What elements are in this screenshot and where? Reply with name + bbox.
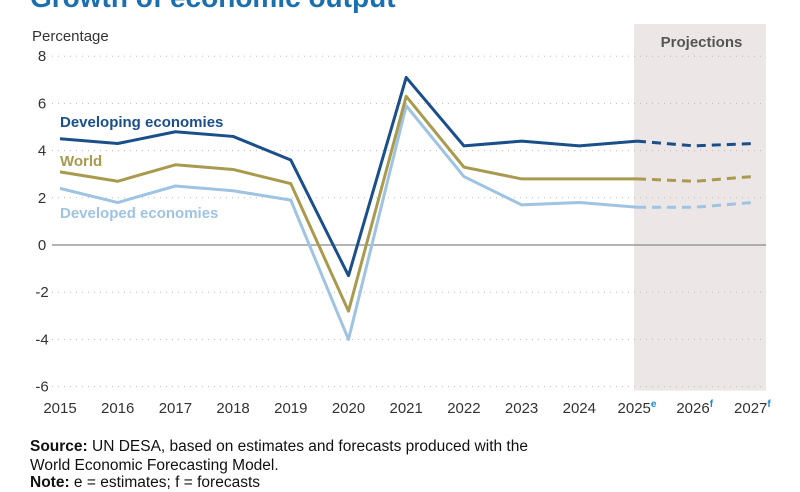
x-tick-label: 2026f — [676, 399, 713, 417]
y-tick-label: 8 — [38, 48, 46, 65]
source-label: Source: — [30, 438, 88, 455]
source-text: UN DESA, based on estimates and forecast… — [88, 438, 528, 455]
y-tick-label: 6 — [38, 95, 46, 112]
x-tick-label: 2017 — [159, 400, 192, 417]
x-tick-superscript: f — [710, 399, 714, 410]
x-tick-label: 2022 — [447, 400, 480, 417]
legend-label: Developed economies — [60, 205, 218, 222]
note-text: e = estimates; f = forecasts — [70, 474, 260, 491]
x-tick-label: 2016 — [101, 400, 134, 417]
legend-label: World — [60, 153, 102, 170]
x-tick-label: 2018 — [216, 400, 249, 417]
series-line — [60, 106, 637, 340]
y-tick-label: 2 — [38, 190, 46, 207]
x-tick-label: 2023 — [505, 400, 538, 417]
y-axis-label: Percentage — [32, 28, 109, 45]
y-tick-label: -4 — [35, 331, 48, 348]
x-tick-superscript: f — [767, 399, 771, 410]
source-text-2: World Economic Forecasting Model. — [30, 457, 279, 474]
line-chart: Projections Percentage 8 6 4 2 0 -2 -4 -6 2015 2016… — [0, 0, 800, 430]
note: Note: e = estimates; f = forecasts — [30, 473, 260, 492]
x-tick-label: 2019 — [274, 400, 307, 417]
y-tick-label: 0 — [38, 237, 46, 254]
series-line — [60, 77, 637, 275]
source-note: Source: UN DESA, based on estimates and … — [30, 437, 528, 475]
x-tick-label: 2027f — [734, 399, 771, 417]
x-tick-label: 2020 — [332, 400, 365, 417]
y-tick-label: -2 — [35, 284, 48, 301]
y-tick-label: -6 — [35, 379, 48, 396]
x-tick-label: 2025e — [618, 399, 657, 417]
projection-label: Projections — [661, 34, 743, 51]
x-tick-label: 2015 — [43, 400, 76, 417]
x-tick-label: 2024 — [563, 400, 596, 417]
note-label: Note: — [30, 474, 70, 491]
x-tick-label: 2021 — [390, 400, 423, 417]
legend-label: Developing economies — [60, 114, 223, 131]
y-tick-label: 4 — [38, 143, 46, 160]
x-tick-superscript: e — [651, 399, 657, 410]
